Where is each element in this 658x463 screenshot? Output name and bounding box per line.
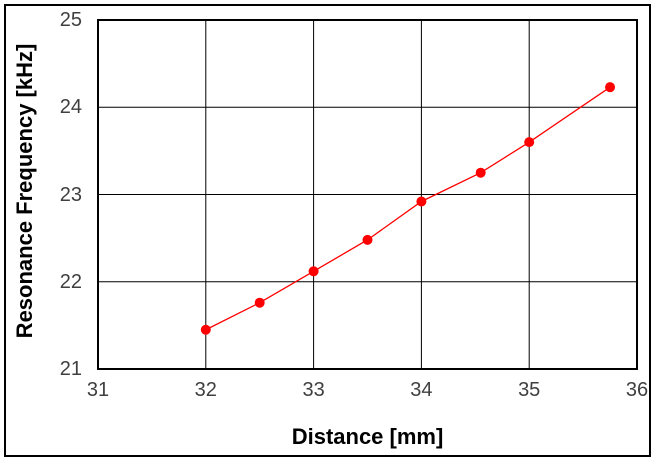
y-tick-label: 23 xyxy=(59,183,82,206)
x-tick-label: 36 xyxy=(625,379,649,401)
y-axis-title: Resonance Frequency [kHz] xyxy=(12,43,37,339)
y-tick-label: 25 xyxy=(59,9,82,31)
data-point xyxy=(475,167,486,178)
plot-border xyxy=(97,19,638,370)
x-tick-label: 33 xyxy=(302,379,325,401)
data-point xyxy=(524,137,535,148)
x-axis-title: Distance [mm] xyxy=(291,424,444,449)
x-tick-label: 34 xyxy=(410,379,433,401)
y-tick-label: 24 xyxy=(59,96,82,119)
y-tick-label: 21 xyxy=(59,358,82,380)
series-line-resonance-frequency xyxy=(205,86,611,331)
data-point xyxy=(605,82,616,93)
data-point xyxy=(200,324,211,335)
x-tick-label: 35 xyxy=(518,379,541,401)
data-point xyxy=(254,297,265,308)
x-tick-label: 31 xyxy=(86,379,110,401)
chart-frame xyxy=(4,4,651,457)
data-point xyxy=(308,266,319,277)
x-tick-label: 32 xyxy=(194,379,217,401)
y-tick-label: 22 xyxy=(59,270,82,293)
data-point xyxy=(416,196,427,207)
data-point xyxy=(362,234,373,245)
